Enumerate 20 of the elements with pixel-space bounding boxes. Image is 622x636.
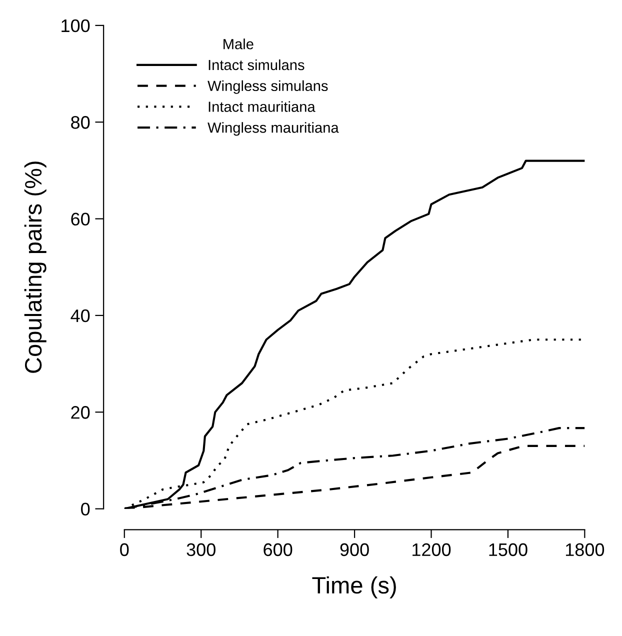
x-tick-label: 1800: [566, 543, 604, 556]
y-tick-label: 60: [71, 212, 90, 226]
legend-label: Intact simulans: [208, 59, 304, 70]
legend-label: Intact mauritiana: [208, 101, 316, 112]
legend-label: Wingless mauritiana: [208, 122, 339, 136]
y-tick-label: 20: [71, 406, 90, 419]
x-tick-label: 600: [264, 543, 292, 556]
y-axis-title: Copulating pairs (%): [24, 162, 46, 373]
x-axis-title: Time (s): [312, 576, 396, 598]
y-tick-label: 80: [71, 116, 90, 129]
y-tick-label: 100: [62, 19, 90, 32]
legend-title: Male: [224, 38, 254, 50]
y-tick-label: 40: [70, 309, 90, 322]
x-tick-label: 0: [120, 543, 129, 556]
x-tick-label: 300: [186, 543, 216, 556]
x-tick-label: 1500: [489, 543, 528, 556]
x-tick-label: 900: [340, 543, 369, 556]
y-tick-label: 0: [81, 502, 90, 516]
x-tick-label: 1200: [412, 543, 451, 556]
legend-label: Wingless simulans: [208, 80, 328, 94]
